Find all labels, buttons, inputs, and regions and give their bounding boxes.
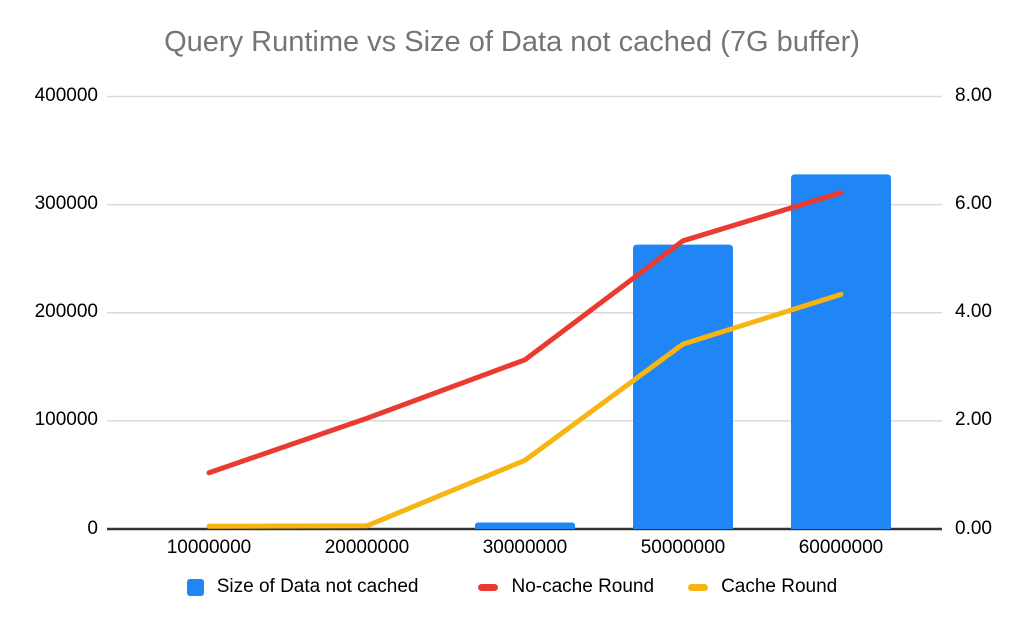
bar-30000000 <box>475 522 575 529</box>
left-axis-tick: 100000 <box>34 409 98 430</box>
chart-title: Query Runtime vs Size of Data not cached… <box>164 26 860 58</box>
x-axis-label: 60000000 <box>798 537 884 558</box>
right-axis-tick: 8.00 <box>955 85 992 106</box>
right-axis-tick: 0.00 <box>955 518 992 539</box>
x-axis-label: 50000000 <box>640 537 726 558</box>
left-axis-tick: 0 <box>87 518 98 539</box>
legend-label: No-cache Round <box>511 576 655 597</box>
left-axis-tick: 200000 <box>34 301 98 322</box>
legend-label: Cache Round <box>721 576 838 597</box>
x-axis-label: 30000000 <box>482 537 568 558</box>
line-series-cache-round <box>206 291 844 529</box>
right-axis-tick: 4.00 <box>955 301 992 322</box>
line-series-no-cache-round <box>206 190 844 476</box>
line-series-swatch-icon <box>688 583 709 591</box>
x-axis-label: 10000000 <box>166 537 252 558</box>
x-axis-label: 20000000 <box>324 537 410 558</box>
legend-item-size-of-data-not-cached: Size of Data not cached <box>186 576 419 598</box>
legend-item-cache-round: Cache Round <box>688 576 837 598</box>
chart-legend: Size of Data not cached No-cache Round C… <box>0 576 1024 598</box>
right-axis-tick: 2.00 <box>955 409 992 430</box>
bar-series-swatch-icon <box>186 578 204 596</box>
bar-60000000 <box>791 174 891 529</box>
legend-label: Size of Data not cached <box>216 576 419 597</box>
bar-50000000 <box>633 244 733 529</box>
legend-item-no-cache-round: No-cache Round <box>478 576 654 598</box>
line-series-swatch-icon <box>478 583 499 591</box>
right-axis-tick: 6.00 <box>955 193 992 214</box>
left-axis-tick: 400000 <box>34 85 98 106</box>
left-axis-tick: 300000 <box>34 193 98 214</box>
